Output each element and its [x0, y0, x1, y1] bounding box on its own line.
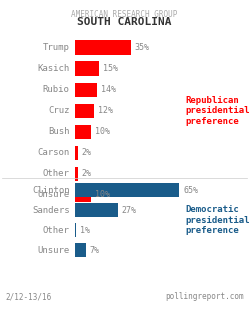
Text: Republican
presidential
preference: Republican presidential preference: [186, 96, 249, 126]
Bar: [75, 183, 179, 197]
Bar: [75, 104, 94, 118]
Text: 10%: 10%: [95, 127, 110, 137]
Text: Other: Other: [43, 226, 70, 235]
Text: Bush: Bush: [48, 127, 70, 137]
Text: 15%: 15%: [103, 64, 118, 74]
Bar: [75, 203, 118, 217]
Bar: [75, 40, 131, 55]
Text: 14%: 14%: [101, 85, 116, 95]
Text: Democratic
presidential
preference: Democratic presidential preference: [186, 205, 249, 235]
Text: Rubio: Rubio: [43, 85, 70, 95]
Text: 12%: 12%: [98, 106, 113, 116]
Text: Clinton: Clinton: [32, 185, 70, 195]
Text: SOUTH CAROLINA: SOUTH CAROLINA: [77, 17, 172, 27]
Bar: [75, 188, 91, 202]
Text: 2%: 2%: [82, 148, 92, 158]
Bar: [75, 243, 86, 257]
Bar: [75, 61, 99, 76]
Bar: [75, 83, 97, 97]
Text: Kasich: Kasich: [37, 64, 70, 74]
Bar: [75, 223, 76, 237]
Text: Carson: Carson: [37, 148, 70, 158]
Text: Trump: Trump: [43, 43, 70, 53]
Text: 2%: 2%: [82, 169, 92, 179]
Text: 65%: 65%: [183, 185, 198, 195]
Text: Unsure: Unsure: [37, 246, 70, 255]
Text: Cruz: Cruz: [48, 106, 70, 116]
Text: 35%: 35%: [135, 43, 150, 53]
Bar: [75, 167, 78, 181]
Text: Other: Other: [43, 169, 70, 179]
Bar: [75, 146, 78, 160]
Text: 7%: 7%: [90, 246, 100, 255]
Text: AMERICAN RESEARCH GROUP: AMERICAN RESEARCH GROUP: [71, 10, 178, 19]
Text: 10%: 10%: [95, 190, 110, 200]
Text: 27%: 27%: [122, 205, 137, 215]
Text: 2/12-13/16: 2/12-13/16: [5, 292, 51, 301]
Text: Sanders: Sanders: [32, 205, 70, 215]
Bar: [75, 125, 91, 139]
Text: pollingreport.com: pollingreport.com: [165, 292, 244, 301]
Text: Unsure: Unsure: [37, 190, 70, 200]
Text: 1%: 1%: [80, 226, 90, 235]
